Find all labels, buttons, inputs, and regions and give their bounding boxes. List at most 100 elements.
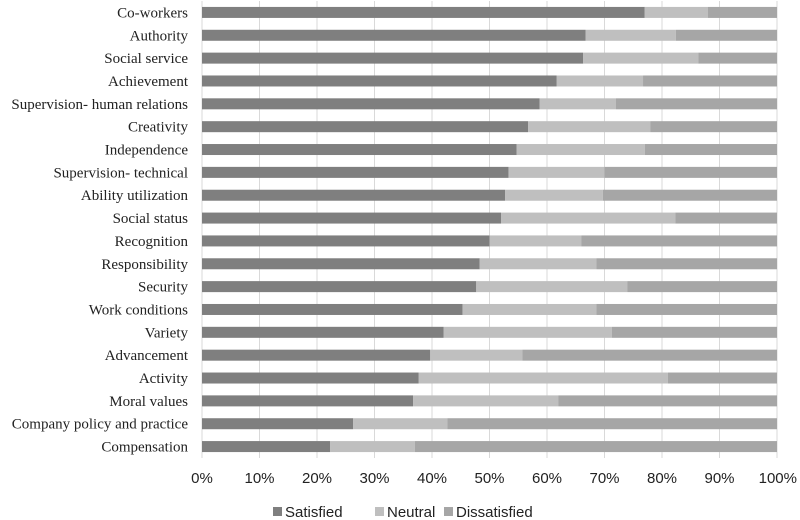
bar-neutral-17 (418, 372, 668, 384)
x-tick-label: 100% (759, 470, 797, 487)
bar-dissatisfied-13 (627, 281, 777, 293)
legend-swatch-satisfied (273, 507, 282, 516)
bar-neutral-12 (479, 258, 597, 270)
legend-swatch-dissatisfied (444, 507, 453, 516)
bar-neutral-15 (443, 326, 612, 338)
bar-satisfied-17 (202, 372, 419, 384)
bar-neutral-13 (476, 281, 628, 293)
bar-satisfied-6 (202, 121, 529, 133)
bar-dissatisfied-10 (675, 212, 777, 224)
bar-satisfied-16 (202, 349, 431, 361)
bar-satisfied-15 (202, 326, 444, 338)
bar-satisfied-11 (202, 235, 490, 247)
x-tick-label: 20% (302, 470, 332, 487)
category-label: Creativity (128, 120, 188, 136)
bar-dissatisfied-12 (596, 258, 777, 270)
category-label: Co-workers (117, 5, 188, 21)
x-tick-label: 50% (474, 470, 504, 487)
category-label: Authority (130, 28, 189, 44)
category-label: Social status (113, 211, 189, 227)
legend-label-dissatisfied: Dissatisfied (456, 504, 533, 520)
category-label: Achievement (108, 74, 189, 90)
bar-neutral-4 (556, 75, 644, 87)
bar-neutral-8 (508, 166, 605, 178)
bar-dissatisfied-20 (414, 441, 777, 453)
bar-neutral-2 (585, 29, 676, 41)
legend-swatch-neutral (375, 507, 384, 516)
bar-neutral-16 (430, 349, 523, 361)
x-tick-label: 40% (417, 470, 447, 487)
bar-neutral-14 (462, 303, 597, 315)
category-labels: Co-workers Authority Social service Achieve… (11, 5, 188, 455)
bar-dissatisfied-1 (708, 6, 777, 18)
legend-label-satisfied: Satisfied (285, 504, 343, 520)
category-label: Supervision- human relations (11, 97, 188, 113)
legend: Satisfied Neutral Dissatisfied (273, 504, 533, 520)
grid-lines (201, 1, 778, 458)
bar-neutral-18 (413, 395, 559, 407)
x-tick-label: 80% (647, 470, 677, 487)
bar-satisfied-14 (202, 303, 463, 315)
category-label: Social service (104, 51, 188, 67)
bar-dissatisfied-8 (604, 166, 777, 178)
bar-neutral-1 (644, 6, 708, 18)
x-axis-ticks: 0% 10% 20% 30% 40% 50% 60% 70% 80% 90% 100% (191, 470, 797, 487)
bar-satisfied-4 (202, 75, 557, 87)
bar-neutral-11 (489, 235, 582, 247)
bar-satisfied-8 (202, 166, 509, 178)
bar-satisfied-7 (202, 144, 517, 156)
category-label: Independence (105, 143, 189, 159)
bars (202, 6, 777, 453)
category-label: Compensation (101, 440, 188, 456)
x-tick-label: 10% (244, 470, 274, 487)
bar-dissatisfied-6 (650, 121, 777, 133)
category-label: Supervision- technical (53, 165, 188, 181)
bar-satisfied-19 (202, 418, 354, 430)
x-tick-label: 0% (191, 470, 213, 487)
bar-dissatisfied-14 (596, 303, 777, 315)
x-tick-label: 70% (589, 470, 619, 487)
bar-dissatisfied-15 (611, 326, 777, 338)
bar-neutral-3 (583, 52, 699, 64)
bar-neutral-9 (505, 189, 603, 201)
category-label: Responsibility (101, 257, 188, 273)
category-label: Work conditions (89, 302, 188, 318)
category-label: Recognition (115, 234, 189, 250)
bar-satisfied-10 (202, 212, 501, 224)
category-label: Activity (139, 371, 189, 387)
bar-dissatisfied-4 (643, 75, 777, 87)
x-tick-label: 30% (359, 470, 389, 487)
bar-satisfied-5 (202, 98, 540, 110)
bar-dissatisfied-11 (581, 235, 777, 247)
bar-satisfied-20 (202, 441, 331, 453)
bar-satisfied-3 (202, 52, 584, 64)
bar-dissatisfied-18 (558, 395, 777, 407)
x-tick-label: 90% (704, 470, 734, 487)
bar-dissatisfied-3 (698, 52, 777, 64)
category-label: Security (138, 280, 188, 296)
bar-satisfied-18 (202, 395, 414, 407)
bar-dissatisfied-7 (644, 144, 777, 156)
category-label: Advancement (105, 348, 189, 364)
bar-satisfied-13 (202, 281, 477, 293)
bar-neutral-5 (539, 98, 616, 110)
bar-dissatisfied-19 (447, 418, 777, 430)
bar-satisfied-9 (202, 189, 506, 201)
category-label: Company policy and practice (12, 417, 189, 433)
bar-satisfied-12 (202, 258, 480, 270)
bar-satisfied-2 (202, 29, 586, 41)
x-tick-label: 60% (532, 470, 562, 487)
category-label: Ability utilization (81, 188, 189, 204)
bar-dissatisfied-17 (667, 372, 777, 384)
bar-neutral-20 (330, 441, 415, 453)
bar-dissatisfied-9 (602, 189, 777, 201)
bar-neutral-6 (528, 121, 651, 133)
bar-satisfied-1 (202, 6, 645, 18)
bar-dissatisfied-16 (522, 349, 777, 361)
bar-neutral-19 (353, 418, 448, 430)
bar-neutral-7 (516, 144, 645, 156)
bar-neutral-10 (501, 212, 676, 224)
bar-dissatisfied-5 (616, 98, 777, 110)
category-label: Moral values (109, 394, 188, 410)
